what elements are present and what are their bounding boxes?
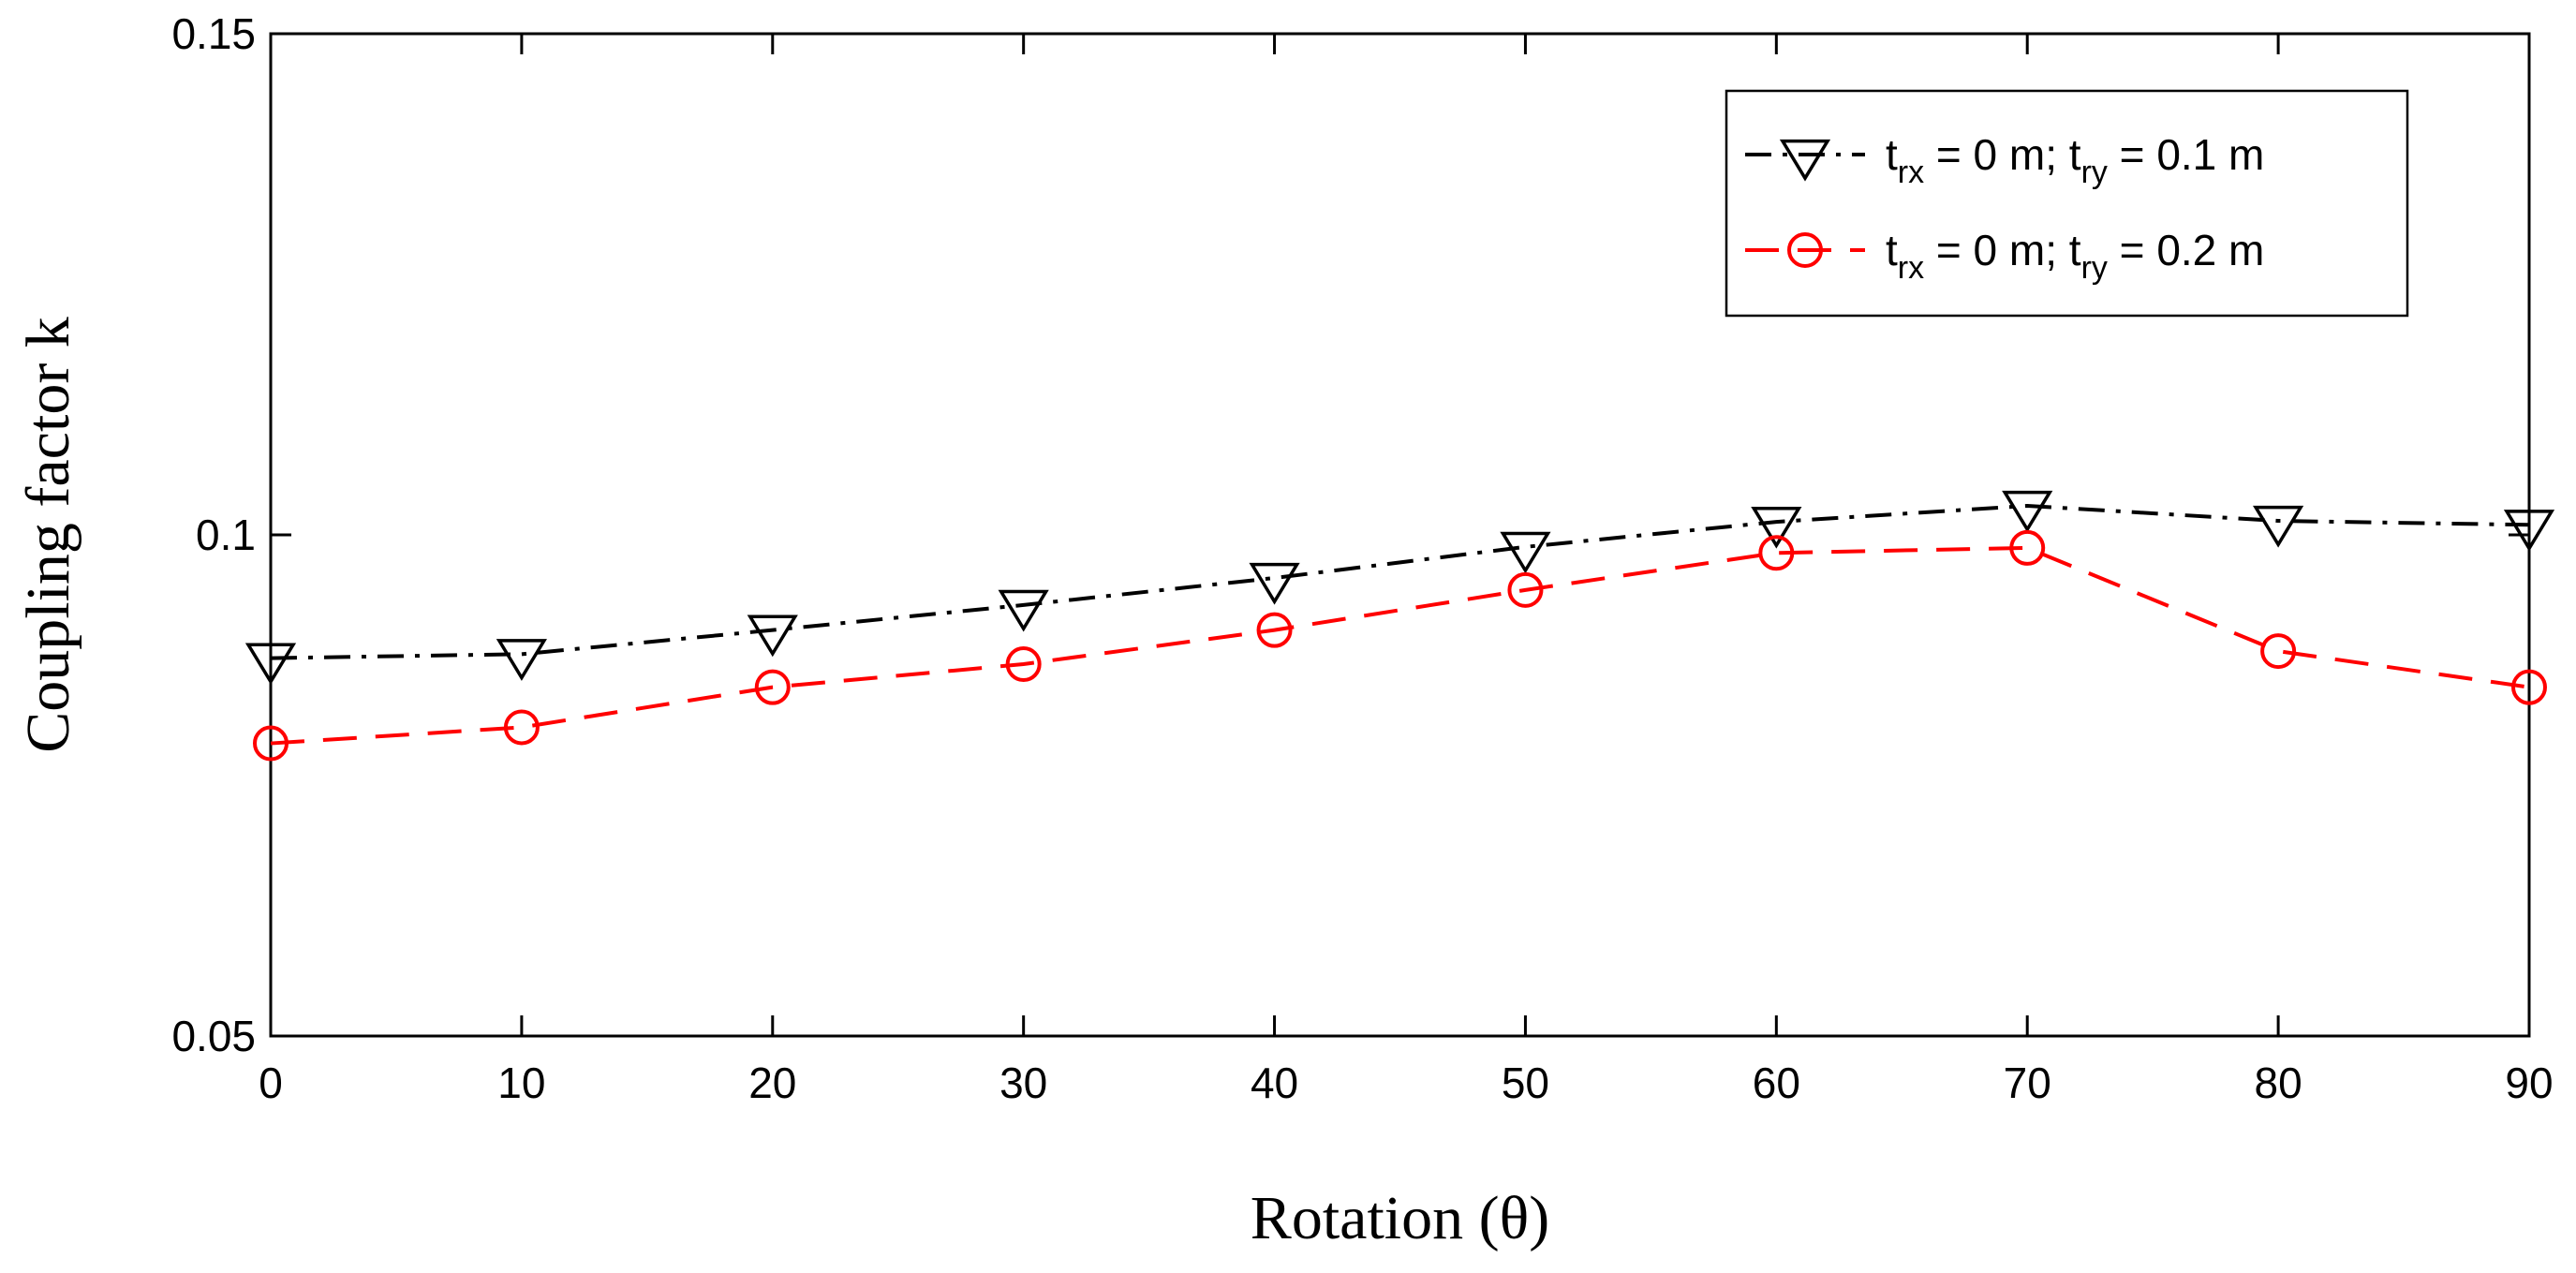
data-point <box>1249 562 1300 605</box>
data-point <box>1005 646 1042 683</box>
y-axis: 0.05 0.1 0.15 <box>171 9 2529 1060</box>
legend-items: trx = 0 m; try = 0.1 m trx = 0 m; try = 0… <box>1745 130 2264 286</box>
data-point <box>496 639 547 681</box>
data-point <box>1507 571 1544 608</box>
y-tick-label: 0.05 <box>171 1012 256 1060</box>
x-tick-label: 50 <box>1502 1058 1549 1107</box>
data-point <box>2253 505 2304 548</box>
data-point <box>2260 633 2297 670</box>
data-point <box>2002 490 2053 533</box>
x-tick-label: 10 <box>497 1058 545 1107</box>
data-point <box>244 643 297 686</box>
x-tick-label: 60 <box>1753 1058 1800 1107</box>
data-point <box>998 589 1049 632</box>
x-axis: 0 10 20 30 40 50 60 70 80 90 <box>259 34 2554 1107</box>
legend-marker <box>1787 232 1823 268</box>
data-point <box>2503 510 2555 552</box>
x-tick-label: 30 <box>999 1058 1047 1107</box>
legend-label: trx = 0 m; try = 0.1 m <box>1886 130 2264 190</box>
y-tick-label: 0.15 <box>171 9 256 58</box>
x-tick-label: 0 <box>259 1058 283 1107</box>
x-tick-label: 70 <box>2004 1058 2051 1107</box>
x-tick-label: 20 <box>748 1058 796 1107</box>
series-line <box>270 545 2530 746</box>
x-tick-label: 40 <box>1251 1058 1298 1107</box>
data-point <box>2009 529 2046 566</box>
x-axis-label: Rotation (θ) <box>1251 1184 1549 1252</box>
data-point <box>1256 612 1293 648</box>
y-axis-label: Coupling factor k <box>14 317 82 753</box>
data-point <box>1751 506 1802 549</box>
x-tick-label: 80 <box>2255 1058 2302 1107</box>
legend-marker <box>1779 139 1831 182</box>
series-1 <box>244 490 2555 686</box>
data-point <box>253 725 289 762</box>
data-point <box>1500 531 1551 574</box>
data-point <box>754 669 791 705</box>
data-point <box>1758 535 1795 571</box>
legend: trx = 0 m; try = 0.1 m trx = 0 m; try = 0… <box>1725 89 2409 318</box>
data-point <box>747 614 798 658</box>
series-layer <box>244 490 2555 762</box>
series-2 <box>253 529 2547 762</box>
series-line <box>270 503 2530 660</box>
data-point <box>503 709 540 746</box>
legend-box <box>1725 89 2409 318</box>
data-point <box>2511 669 2547 705</box>
legend-item: trx = 0 m; try = 0.2 m <box>1745 226 2264 286</box>
x-tick-label: 90 <box>2505 1058 2553 1107</box>
legend-item: trx = 0 m; try = 0.1 m <box>1745 130 2264 190</box>
legend-label: trx = 0 m; try = 0.2 m <box>1886 226 2264 286</box>
y-tick-label: 0.1 <box>196 511 256 559</box>
